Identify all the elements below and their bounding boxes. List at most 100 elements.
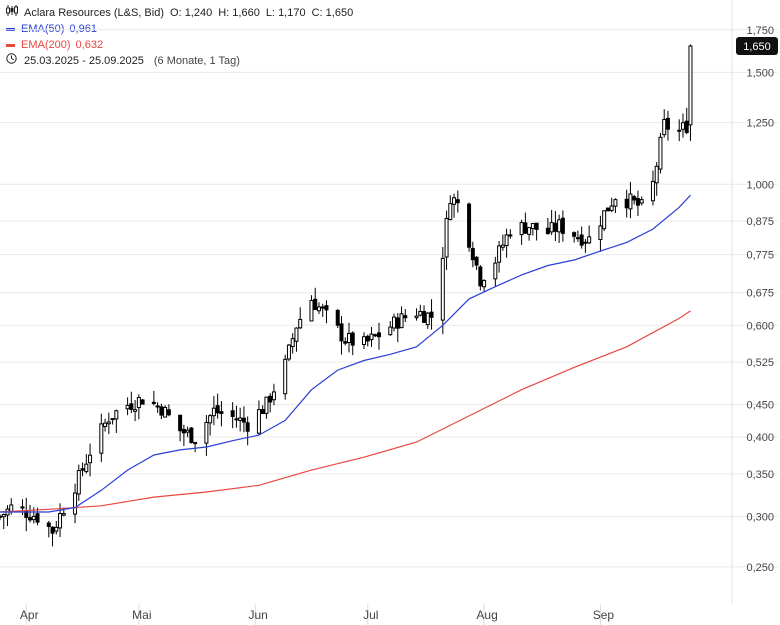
chart-legend: Aclara Resources (L&S, Bid) O: 1,240 H: … [6,5,353,69]
instrument-name: Aclara Resources (L&S, Bid) [24,7,164,19]
y-tick-label: 0,600 [746,320,774,332]
candle [392,313,397,332]
candle [241,406,246,433]
ema200-legend-item[interactable]: EMA(200) 0,632 [6,37,353,53]
x-axis: Apr Mai Jun Jul Aug Sep [20,604,614,625]
candle [110,418,115,425]
candle [482,279,487,293]
ema200-label: EMA(200) [21,39,71,51]
candle [395,313,400,343]
low-label: L: [265,7,275,19]
y-tick-label: 0,300 [746,512,774,524]
candle [583,238,588,253]
candle [422,305,427,323]
candle [1,513,6,530]
candle [624,189,629,218]
candle [508,229,513,239]
y-tick-label: 0,675 [746,288,774,300]
candle [125,397,130,416]
candle [166,404,171,417]
candle [639,196,644,206]
ema200-line [0,310,691,513]
candle [245,416,250,446]
open-value: 1,240 [184,7,213,19]
price-tag-box [736,37,778,56]
y-tick-label: 0,350 [746,469,774,481]
candle [609,197,614,213]
candle [54,520,59,535]
candle [572,231,577,243]
candle [185,426,190,438]
candle [204,415,209,456]
candle [440,247,445,335]
candle [575,230,580,242]
candle [388,321,393,336]
candle [684,107,689,135]
candle [0,514,2,521]
candlestick-icon [6,5,20,21]
candle [549,210,554,236]
candle [76,464,81,501]
candle [290,333,295,354]
candle [88,443,93,477]
candle [99,413,104,463]
candle [114,409,119,433]
candle [527,227,532,241]
candle [662,109,667,138]
candle [448,195,453,221]
candle [680,113,685,138]
candle [418,304,423,317]
candle [320,303,325,317]
candle [455,190,460,213]
candles [0,44,693,547]
candle [103,418,108,432]
candle [343,337,348,346]
x-tick-label: Apr [20,608,39,622]
candle [497,240,502,273]
candle [414,308,419,321]
candle [324,300,329,324]
open-label: O: [170,7,182,19]
candle [557,214,562,243]
close-value: 1,650 [325,7,354,19]
candle [193,441,198,453]
candle [519,219,524,245]
y-tick-label: 0,250 [746,562,774,574]
candle [80,462,85,477]
candle [500,234,505,251]
x-tick-label: Jul [363,608,378,622]
candle [189,426,194,444]
candle [5,505,10,527]
candle [35,507,40,526]
candle [339,315,344,355]
candle [84,454,89,474]
ema50-legend-item[interactable]: EMA(50) 0,961 [6,21,353,37]
high-value: 1,660 [232,7,260,19]
ema50-label: EMA(50) [21,23,65,35]
candle [211,395,216,426]
candle [598,215,603,252]
y-tick-label: 0,525 [746,357,774,369]
period-row: 25.03.2025 - 25.09.2025 (6 Monate, 1 Tag… [6,53,353,69]
candle [377,322,382,350]
candle [313,287,318,311]
candle [335,309,340,329]
candle [470,241,475,268]
candle [602,210,607,232]
candle [133,400,138,422]
candle [688,44,693,141]
candle [238,407,243,432]
date-range: 25.03.2025 - 25.09.2025 [24,55,144,67]
candle [504,228,509,258]
candle [140,398,145,405]
candle [579,226,584,249]
candle [425,311,430,329]
candle [365,334,370,347]
y-tick-label: 1,250 [746,118,774,130]
candle [399,306,404,329]
candle [106,412,111,435]
candle [155,402,160,413]
y-tick-label: 0,450 [746,400,774,412]
ema200-value: 0,632 [75,39,104,51]
